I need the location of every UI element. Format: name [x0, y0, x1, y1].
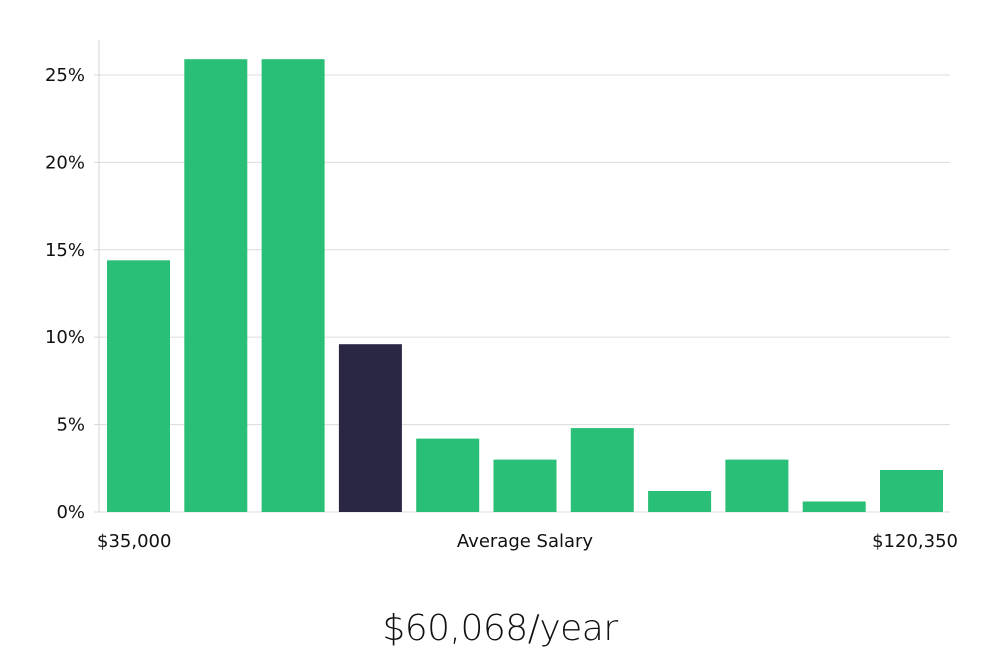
bar: [880, 470, 943, 512]
bar: [493, 459, 557, 512]
y-tick-label: 20%: [45, 152, 85, 173]
bar: [802, 501, 866, 512]
bar: [184, 59, 248, 512]
average-salary-caption: $60,068/year: [382, 608, 618, 649]
y-axis-ticks: 0% 5% 10% 15% 20% 25%: [45, 65, 99, 523]
x-min-label: $35,000: [97, 531, 171, 552]
x-max-label: $120,350: [872, 531, 958, 552]
x-axis-title: Average Salary: [457, 531, 594, 552]
salary-histogram: 0%5%10%15%20%25% $35,000 Average Salary …: [45, 40, 958, 552]
y-tick-label: 15%: [45, 240, 85, 261]
bar: [725, 459, 789, 512]
bar: [416, 438, 480, 512]
bar: [107, 260, 170, 512]
bar: [570, 428, 634, 512]
bar: [261, 59, 325, 512]
y-tick-label: 5%: [56, 415, 85, 436]
bars: [107, 59, 943, 512]
bar: [648, 491, 712, 512]
y-tick-label: 25%: [45, 65, 85, 86]
bar-highlighted: [338, 344, 402, 512]
y-tick-label: 0%: [56, 502, 85, 523]
y-tick-label: 10%: [45, 327, 85, 348]
